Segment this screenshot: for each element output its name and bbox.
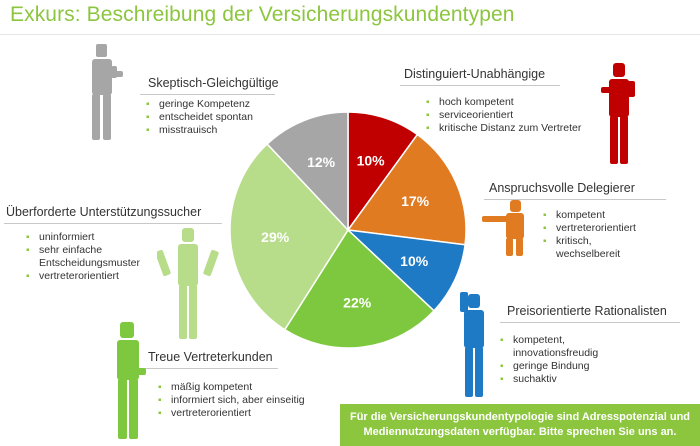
bullet: kritisch, wechselbereit bbox=[543, 235, 629, 261]
bullet: geringe Kompetenz bbox=[146, 98, 253, 111]
segment-label-rationalisten: Preisorientierte Rationalisten bbox=[507, 304, 667, 318]
segment-bullets-ueberforderte: uninformiert sehr einfache Entscheidungs… bbox=[26, 231, 154, 283]
banner-line-1: Für die Versicherungskundentypologie sin… bbox=[349, 411, 691, 423]
bullet: informiert sich, aber einseitig bbox=[158, 394, 305, 407]
segment-bullets-rationalisten: kompetent, innovationsfreudig geringe Bi… bbox=[500, 334, 618, 386]
skeptic-figure-icon bbox=[92, 44, 123, 140]
pie-slice-4 bbox=[229, 142, 349, 331]
title-divider bbox=[0, 34, 700, 35]
pie-slice-label-2: 10% bbox=[400, 253, 429, 269]
distinguished-figure-icon bbox=[601, 63, 635, 164]
segment-bullets-skeptisch: geringe Kompetenz entscheidet spontan mi… bbox=[146, 98, 253, 137]
pie-slice-label-0: 10% bbox=[357, 152, 386, 168]
bullet: geringe Bindung bbox=[500, 360, 618, 373]
segment-label-ueberforderte: Überforderte Unterstützungssucher bbox=[6, 205, 202, 219]
bullet: misstrauisch bbox=[146, 124, 253, 137]
bullet: kritische Distanz zum Vertreter bbox=[426, 122, 581, 135]
pie-slice-2 bbox=[345, 228, 466, 312]
segment-rule-skeptisch bbox=[140, 94, 275, 95]
pie-slice-0 bbox=[347, 111, 419, 233]
bullet: hoch kompetent bbox=[426, 96, 581, 109]
segment-rule-ueberforderte bbox=[4, 223, 222, 224]
pie-slice-label-4: 29% bbox=[261, 229, 290, 245]
segment-rule-distinguiert bbox=[400, 85, 560, 86]
bullet: suchaktiv bbox=[500, 373, 618, 386]
pie-slice-1 bbox=[346, 133, 467, 246]
rationalist-figure-icon bbox=[460, 292, 484, 397]
pie-slice-label-3: 22% bbox=[343, 295, 372, 311]
segment-label-distinguiert: Distinguiert-Unabhängige bbox=[404, 67, 546, 81]
bullet: sehr einfache Entscheidungsmuster bbox=[26, 244, 154, 270]
bullet: mäßig kompetent bbox=[158, 381, 305, 394]
page-title: Exkurs: Beschreibung der Versicherungsku… bbox=[10, 3, 515, 26]
segment-bullets-delegierer: kompetent vertreterorientiert kritisch, … bbox=[543, 209, 636, 261]
pie-slice-3 bbox=[283, 228, 436, 349]
loyal-figure-icon bbox=[117, 322, 146, 439]
pie-slice-5 bbox=[266, 111, 349, 232]
segment-rule-rationalisten bbox=[500, 322, 680, 323]
segment-rule-treue bbox=[140, 368, 278, 369]
segment-bullets-distinguiert: hoch kompetent serviceorientiert kritisc… bbox=[426, 96, 581, 135]
pie-slice-label-1: 17% bbox=[401, 193, 430, 209]
overwhelmed-figure-icon bbox=[157, 228, 219, 339]
bullet: kompetent bbox=[543, 209, 629, 222]
bullet: vertreterorientiert bbox=[158, 407, 305, 420]
bullet: serviceorientiert bbox=[426, 109, 581, 122]
bullet: uninformiert bbox=[26, 231, 154, 244]
segment-rule-delegierer bbox=[484, 199, 666, 200]
segment-label-treue: Treue Vertreterkunden bbox=[148, 350, 273, 364]
bullet: entscheidet spontan bbox=[146, 111, 253, 124]
segment-bullets-treue: mäßig kompetent informiert sich, aber ei… bbox=[158, 381, 305, 420]
delegator-figure-icon bbox=[482, 200, 524, 256]
bullet: kompetent, innovationsfreudig bbox=[500, 334, 618, 360]
segment-label-delegierer: Anspruchsvolle Delegierer bbox=[489, 181, 635, 195]
info-banner: Für die Versicherungskundentypologie sin… bbox=[340, 404, 700, 446]
banner-line-2: Mediennutzungsdaten verfügbar. Bitte spr… bbox=[363, 426, 677, 438]
segment-label-skeptisch: Skeptisch-Gleichgültige bbox=[148, 76, 279, 90]
pie-slice-label-5: 12% bbox=[307, 154, 336, 170]
bullet: vertreterorientiert bbox=[543, 222, 636, 235]
bullet: vertreterorientiert bbox=[26, 270, 154, 283]
